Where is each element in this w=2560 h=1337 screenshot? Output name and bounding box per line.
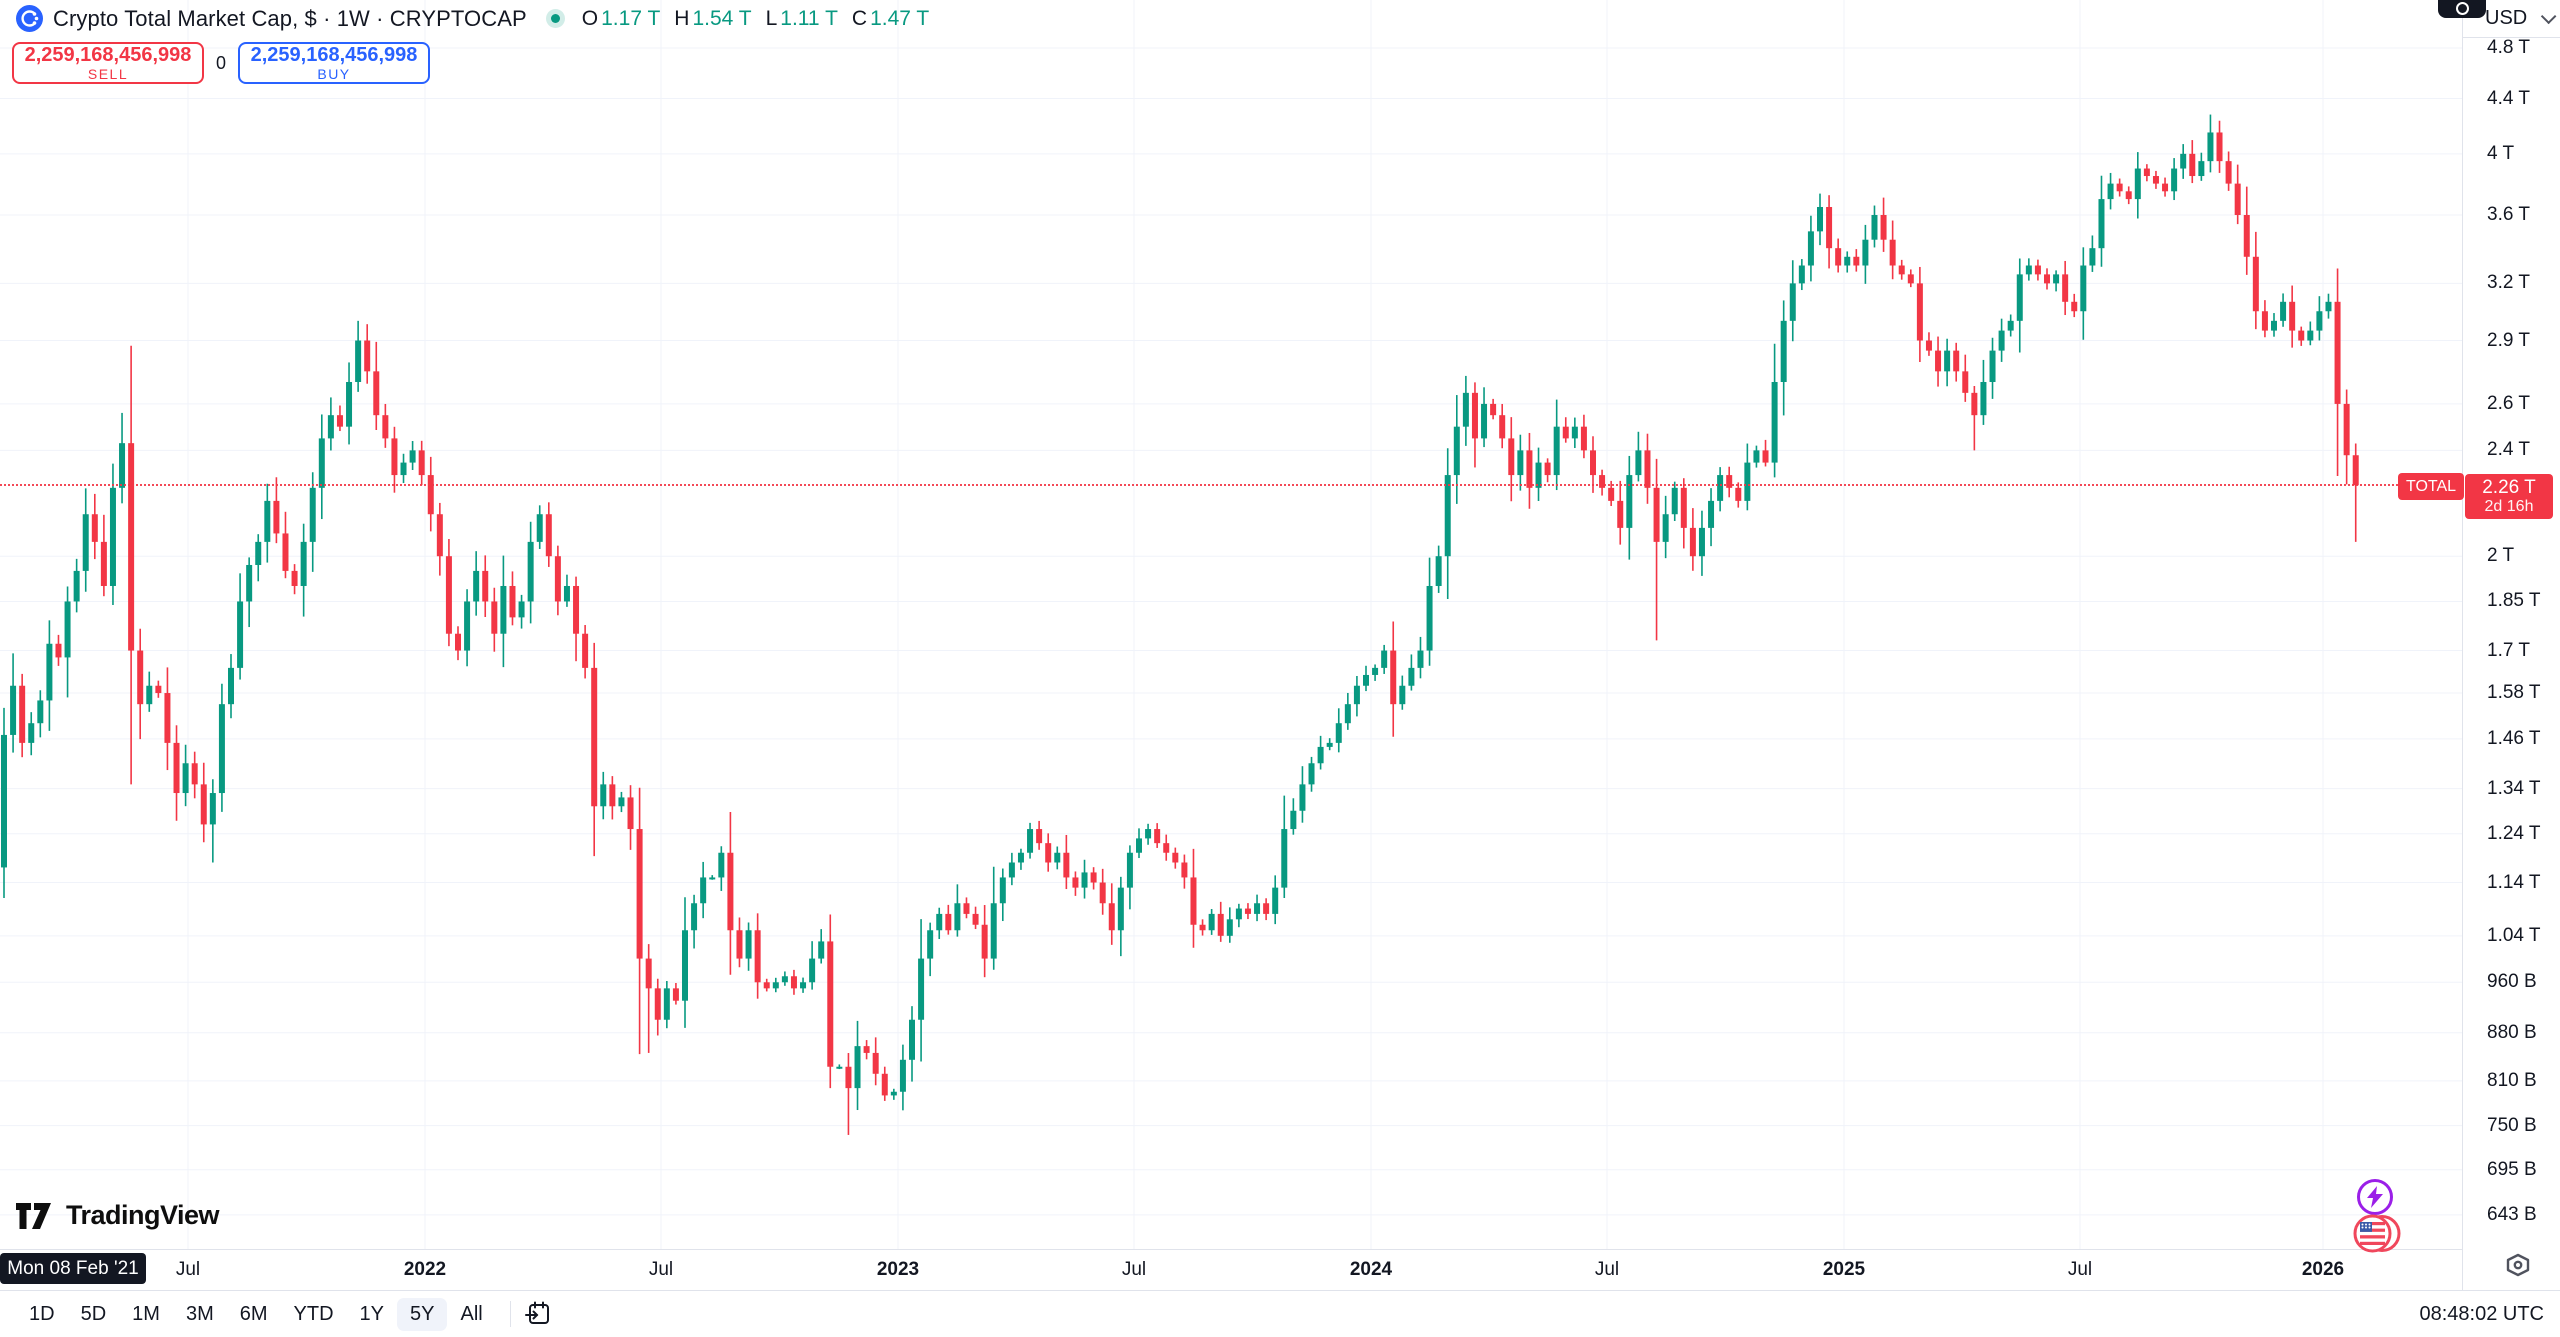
y-axis-tick: 4 T <box>2487 142 2515 164</box>
y-axis-tick: 1.7 T <box>2487 639 2530 661</box>
symbol-logo-icon <box>16 5 43 32</box>
x-axis-tick: Jul <box>1121 1259 1147 1280</box>
low-value: 1.11 T <box>780 6 838 30</box>
trade-panel: 2,259,168,456,998 SELL 0 2,259,168,456,9… <box>12 42 431 84</box>
currency-label: USD <box>2485 7 2528 29</box>
sell-price: 2,259,168,456,998 <box>24 43 192 66</box>
range-button-1m[interactable]: 1M <box>132 1302 160 1325</box>
x-axis-tick: Jul <box>1594 1259 1620 1280</box>
y-axis-tick: 3.2 T <box>2487 272 2530 294</box>
y-axis-tick: 960 B <box>2487 971 2537 993</box>
bottom-toolbar: 1D 5D 1M 3M 6M YTD 1Y 5Y All 08:48:02 UTC <box>0 1290 2560 1337</box>
symbol-price-badge: TOTAL <box>2398 473 2464 501</box>
y-axis-tick: 750 B <box>2487 1114 2537 1136</box>
high-value: 1.54 T <box>692 6 752 30</box>
x-axis-tick: 2025 <box>1822 1259 1866 1280</box>
x-axis-tick: 2026 <box>2301 1259 2345 1280</box>
y-axis-tick: 695 B <box>2487 1158 2537 1180</box>
buy-button[interactable]: 2,259,168,456,998 BUY <box>238 42 431 84</box>
last-price-tag: 2.26 T 2d 16h <box>2465 474 2553 520</box>
y-axis-tick: 3.6 T <box>2487 203 2530 225</box>
y-axis-tick: 2.4 T <box>2487 439 2530 461</box>
y-axis-tick: 2 T <box>2487 545 2515 567</box>
tradingview-mark-icon <box>16 1202 51 1229</box>
range-button-all[interactable]: All <box>460 1302 483 1325</box>
sell-button[interactable]: 2,259,168,456,998 SELL <box>12 42 204 84</box>
last-price-line <box>0 484 2462 487</box>
time-axis[interactable]: Jul 2022 Jul 2023 Jul 2024 Jul 2025 Jul 2026 Mon … <box>0 1249 2462 1290</box>
economic-events-flag-icon[interactable] <box>2352 1213 2401 1254</box>
x-axis-tick: Jul <box>648 1259 674 1280</box>
session-clock[interactable]: 08:48:02 UTC <box>2419 1302 2544 1325</box>
chevron-down-icon <box>2541 8 2557 25</box>
x-axis-tick: Jul <box>2067 1259 2093 1280</box>
y-axis-tick: 1.85 T <box>2487 590 2541 612</box>
x-axis-tick: 2022 <box>403 1259 447 1280</box>
y-axis-tick: 880 B <box>2487 1021 2537 1043</box>
y-axis-tick: 1.24 T <box>2487 822 2541 844</box>
close-value: 1.47 T <box>870 6 930 30</box>
y-axis-tick: 2.9 T <box>2487 329 2530 351</box>
range-button-5y[interactable]: 5Y <box>397 1297 448 1331</box>
range-button-3m[interactable]: 3M <box>185 1302 214 1325</box>
bar-countdown: 2d 16h <box>2484 498 2534 516</box>
date-range-buttons: 1D 5D 1M 3M 6M YTD 1Y 5Y All <box>16 1297 496 1331</box>
y-axis-tick: 1.14 T <box>2487 871 2541 893</box>
range-button-5d[interactable]: 5D <box>80 1302 107 1325</box>
chart-pane[interactable]: Crypto Total Market Cap, $ · 1W · CRYPTO… <box>0 0 2464 1253</box>
currency-selector[interactable]: USD <box>2463 0 2560 38</box>
x-axis-tick: 2024 <box>1349 1259 1393 1280</box>
range-button-1y[interactable]: 1Y <box>359 1302 385 1325</box>
price-axis[interactable]: USD 4.8 T 4.4 T 4 T 3.6 T 3.2 T 2.9 T 2.6 T 2.4… <box>2462 0 2560 1290</box>
y-axis-tick: 4.4 T <box>2487 87 2530 109</box>
scale-settings-icon[interactable] <box>2503 1250 2533 1285</box>
tradingview-logo[interactable]: TradingView <box>16 1200 220 1231</box>
y-axis-tick: 2.6 T <box>2487 392 2530 414</box>
range-button-ytd[interactable]: YTD <box>293 1302 334 1325</box>
y-axis-tick: 1.58 T <box>2487 682 2541 704</box>
toolbar-divider <box>509 1301 511 1327</box>
x-axis-tick: 2023 <box>876 1259 920 1280</box>
symbol-title[interactable]: Crypto Total Market Cap, $ · 1W · CRYPTO… <box>53 5 527 31</box>
y-axis-tick: 643 B <box>2487 1203 2537 1225</box>
range-button-1d[interactable]: 1D <box>29 1302 55 1325</box>
go-to-date-icon[interactable] <box>524 1301 551 1327</box>
y-axis-tick: 810 B <box>2487 1069 2537 1091</box>
snapshot-camera-icon[interactable] <box>2438 0 2486 18</box>
range-button-6m[interactable]: 6M <box>239 1302 268 1325</box>
ohlc-values: O 1.17 T H 1.54 T L 1.11 T C 1.47 T <box>581 6 930 30</box>
chart-legend[interactable]: Crypto Total Market Cap, $ · 1W · CRYPTO… <box>16 5 929 32</box>
market-status-icon[interactable] <box>550 14 560 23</box>
y-axis-tick: 1.04 T <box>2487 924 2541 946</box>
spread-value: 0 <box>216 52 227 73</box>
quick-trade-icon[interactable] <box>2357 1179 2393 1215</box>
y-axis-tick: 1.46 T <box>2487 727 2541 749</box>
y-axis-tick: 4.8 T <box>2487 37 2530 58</box>
y-axis-tick: 1.34 T <box>2487 777 2541 799</box>
open-value: 1.17 T <box>601 6 661 30</box>
x-axis-tick: Jul <box>175 1259 201 1280</box>
crosshair-date-tooltip: Mon 08 Feb '21 <box>0 1253 146 1284</box>
buy-price: 2,259,168,456,998 <box>250 43 418 66</box>
candlestick-chart[interactable] <box>0 0 2462 1249</box>
